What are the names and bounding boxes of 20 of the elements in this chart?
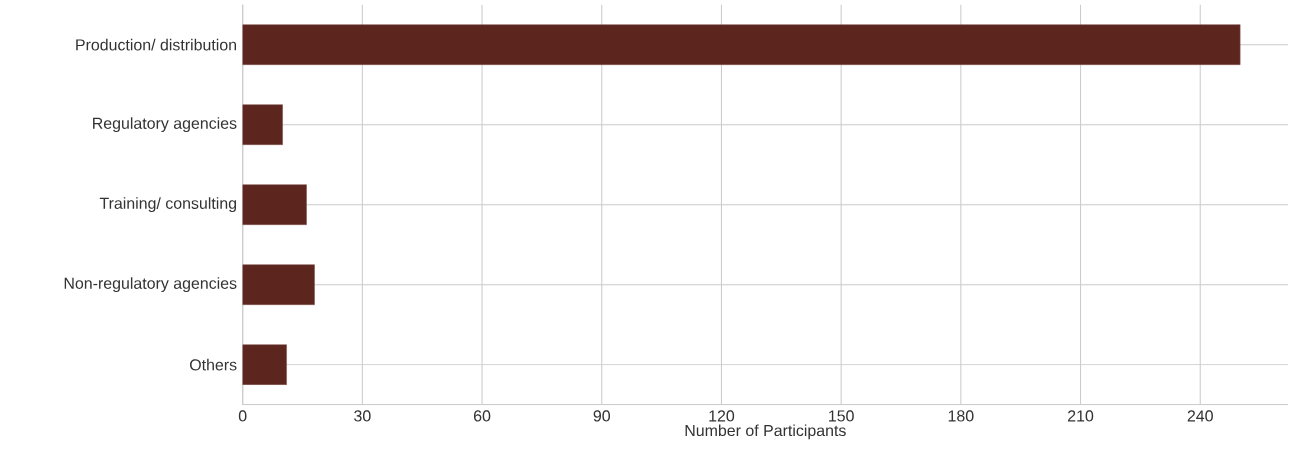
y-tick-label: Training/ consulting: [99, 197, 237, 213]
y-tick-label: Production/ distribution: [76, 38, 237, 51]
x-tick-label: 180: [948, 410, 974, 422]
y-tick-label: Non-regulatory agencies: [64, 277, 237, 293]
x-tick-label: 240: [1187, 410, 1213, 422]
x-tick-label: 0: [238, 410, 247, 422]
bar: [242, 184, 307, 225]
y-tick-label: Regulatory agencies: [93, 117, 237, 133]
bar: [242, 264, 315, 305]
bar: [242, 104, 283, 145]
x-tick-label: 90: [593, 410, 610, 422]
x-tick-label: 120: [709, 410, 735, 422]
y-tick-label: Others: [190, 358, 237, 371]
x-tick-label: 150: [829, 410, 854, 422]
x-axis-title: Number of Participants: [685, 424, 846, 440]
bar: [242, 344, 287, 385]
x-tick-label: 30: [354, 410, 371, 422]
x-tick-label: 210: [1068, 410, 1094, 422]
x-tick-label: 60: [474, 410, 491, 422]
bar: [242, 24, 1241, 65]
